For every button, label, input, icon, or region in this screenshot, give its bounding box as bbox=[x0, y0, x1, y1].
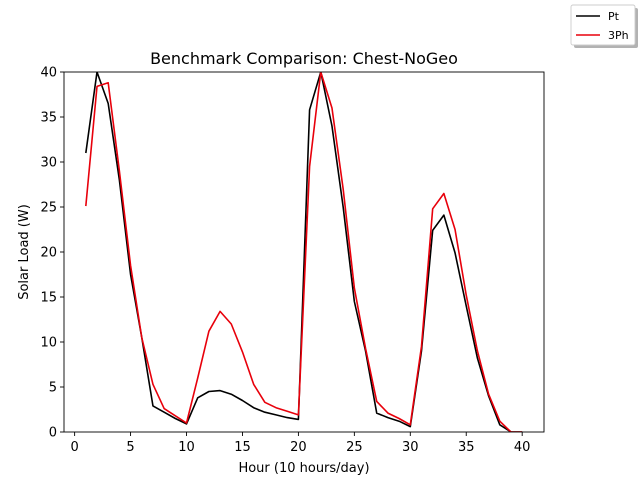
y-tick-label: 40 bbox=[40, 66, 57, 81]
x-axis-label: Hour (10 hours/day) bbox=[238, 461, 369, 476]
series-line-3ph bbox=[85, 72, 523, 432]
y-tick-label: 0 bbox=[49, 426, 57, 441]
x-tick-label: 5 bbox=[126, 440, 134, 455]
plot-area bbox=[63, 71, 545, 433]
x-tick-label: 10 bbox=[178, 440, 195, 455]
y-axis: 0 5 10 15 20 25 30 35 40 bbox=[40, 66, 64, 441]
legend-label-3ph: 3Ph bbox=[608, 29, 629, 42]
x-tick-label: 0 bbox=[70, 440, 78, 455]
legend-label-pt: Pt bbox=[608, 10, 620, 23]
x-tick-label: 40 bbox=[514, 440, 531, 455]
y-axis-label: Solar Load (W) bbox=[17, 204, 32, 300]
x-axis: 0 5 10 15 20 25 30 35 40 bbox=[70, 432, 530, 455]
y-tick-label: 30 bbox=[40, 156, 57, 171]
y-tick-label: 10 bbox=[40, 336, 57, 351]
x-tick-label: 35 bbox=[458, 440, 475, 455]
x-tick-label: 25 bbox=[346, 440, 363, 455]
series-group bbox=[85, 72, 523, 432]
y-tick-label: 5 bbox=[49, 381, 57, 396]
series-line-pt bbox=[85, 72, 523, 432]
legend: Pt 3Ph bbox=[570, 4, 638, 48]
chart-title: Benchmark Comparison: Chest-NoGeo bbox=[150, 49, 458, 68]
x-tick-label: 20 bbox=[290, 440, 307, 455]
y-tick-label: 35 bbox=[40, 111, 57, 126]
y-tick-label: 25 bbox=[40, 201, 57, 216]
x-tick-label: 30 bbox=[402, 440, 419, 455]
y-tick-label: 15 bbox=[40, 291, 57, 306]
y-tick-label: 20 bbox=[40, 246, 57, 261]
x-tick-label: 15 bbox=[234, 440, 251, 455]
